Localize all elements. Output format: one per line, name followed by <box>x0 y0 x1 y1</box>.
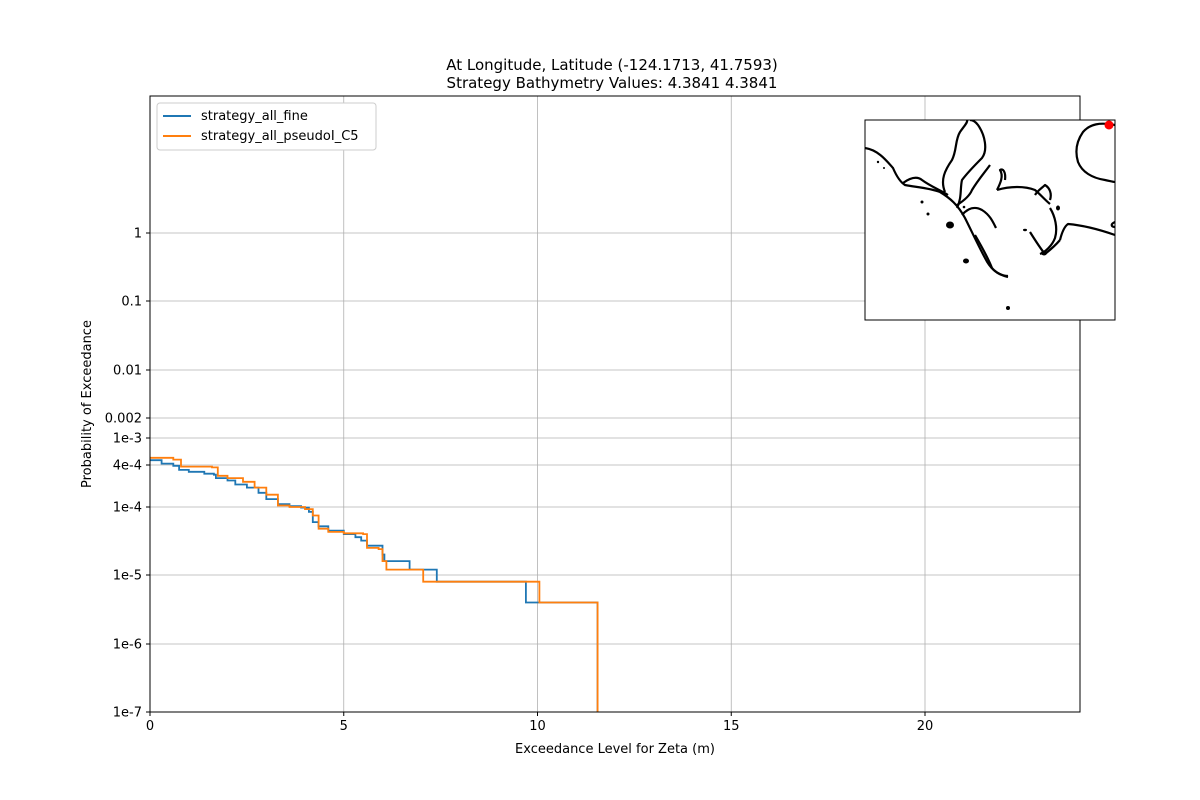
y-tick-label: 1 <box>134 227 142 242</box>
y-tick-label: 1e-3 <box>113 432 142 447</box>
x-tick-label: 10 <box>529 719 546 734</box>
chart-subtitle: Strategy Bathymetry Values: 4.3841 4.384… <box>447 74 778 92</box>
legend-box <box>156 102 377 151</box>
location-marker <box>1104 120 1114 130</box>
y-tick-label: 1e-4 <box>113 501 142 516</box>
y-axis-label: Probability of Exceedance <box>80 320 95 488</box>
coastline-islands <box>876 160 1060 310</box>
x-tick-label: 20 <box>917 719 934 734</box>
y-tick-label: 4e-4 <box>113 459 142 474</box>
legend: strategy_all_fine strategy_all_pseudoI_C… <box>156 102 377 151</box>
series-lines <box>150 456 599 712</box>
x-tick-label: 15 <box>723 719 740 734</box>
y-axis-ticks: 1e-7 1e-6 1e-5 1e-4 4e-4 1e-3 0.002 0.01 0.1 1 <box>105 227 150 721</box>
series-line-pseudo <box>150 456 599 712</box>
y-tick-label: 0.002 <box>105 412 142 427</box>
x-tick-label: 5 <box>340 719 348 734</box>
x-axis-label: Exceedance Level for Zeta (m) <box>515 742 715 757</box>
x-axis-ticks: 0 5 10 15 20 <box>146 712 933 734</box>
y-tick-label: 1e-7 <box>113 706 142 721</box>
coastline <box>865 120 1115 279</box>
y-tick-label: 0.01 <box>113 364 142 379</box>
x-tick-label: 0 <box>146 719 154 734</box>
y-tick-label: 0.1 <box>121 295 142 310</box>
legend-label-pseudo: strategy_all_pseudoI_C5 <box>201 129 359 144</box>
chart-title: At Longitude, Latitude (-124.1713, 41.75… <box>446 56 778 74</box>
y-tick-label: 1e-5 <box>113 569 142 584</box>
legend-label-fine: strategy_all_fine <box>201 109 308 124</box>
y-tick-label: 1e-6 <box>113 638 142 653</box>
plot-frame <box>149 95 1081 713</box>
inset-map <box>864 119 1116 321</box>
